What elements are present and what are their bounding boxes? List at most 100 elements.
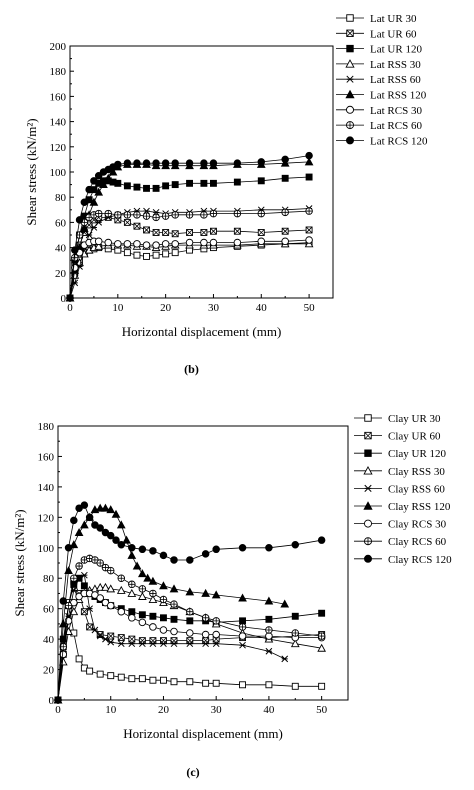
data-point [202,679,210,687]
data-point [96,524,104,532]
data-point [80,198,89,206]
data-point [171,249,179,257]
data-point [281,655,289,663]
data-point [143,252,150,260]
data-point [138,611,146,619]
x-tick-label: 30 [211,704,223,716]
chart-panel-0: 0 10 20 30 40 50 0 20 40 60 80 100 120 140 160 180 200 Ho… [24,13,428,376]
data-point [95,219,103,226]
data-point [318,682,326,690]
data-point [161,240,170,248]
legend-entry: Lat RCS 30 [370,105,422,117]
y-tick-label: 200 [50,41,67,53]
data-point [170,615,178,623]
data-point [212,679,220,687]
x-tick-label: 10 [105,704,117,716]
data-point [170,678,178,686]
data-point [81,571,88,579]
data-point [212,545,220,554]
data-point [89,197,99,206]
data-point [185,587,195,596]
x-axis-label: Horizontal displacement (mm) [123,726,283,741]
y-tick-label: 20 [55,268,67,280]
y-tick-label: 80 [55,192,67,204]
data-point [116,520,126,529]
data-point [59,597,68,605]
data-point [142,241,151,249]
series-square-cross [66,213,313,302]
data-point [123,249,131,257]
data-point [149,547,157,555]
data-point [305,151,313,160]
legend-entry: Lat RSS 120 [370,90,427,102]
data-point [281,155,289,164]
data-point [94,237,103,246]
series-circle-filled [54,501,326,704]
x-tick-label: 0 [67,302,73,314]
series-line [69,176,310,299]
data-point [265,681,273,689]
data-point [186,629,194,637]
legend-entry: Clay RSS 30 [388,466,445,478]
legend-marker [346,75,354,83]
data-point [142,159,151,167]
legend-entry: Lat RSS 60 [370,74,421,86]
data-point [133,251,141,259]
data-point [159,551,168,560]
data-point [185,159,194,167]
legend-entry: Clay RCS 30 [388,519,447,531]
legend-entry: Lat RCS 120 [370,135,428,147]
data-point [265,544,273,552]
legend-entry: Lat UR 60 [370,28,417,40]
data-point [94,187,104,196]
data-point [114,240,122,248]
data-point [114,179,122,187]
series-circle-cross [66,207,313,302]
data-point [201,630,210,639]
data-point [291,612,299,620]
data-point [149,640,157,648]
data-point [96,632,104,640]
legend-entry: Clay UR 60 [388,431,441,443]
data-point [265,647,273,655]
data-point [186,179,193,187]
data-point [139,640,146,648]
legend-entry: Clay RSS 60 [388,483,445,495]
data-point [86,667,94,675]
series-square-filled [66,173,313,302]
x-tick-label: 40 [263,704,275,716]
data-point [85,231,93,239]
legend-marker [346,44,354,53]
data-point [133,183,141,191]
legend: Lat UR 30 Lat UR 60 Lat UR 120 Lat RSS 30 La… [336,13,428,147]
data-point [106,531,115,540]
data-point [318,609,326,617]
data-point [128,675,136,683]
y-tick-label: 140 [38,482,55,494]
data-point [160,640,167,648]
y-tick-label: 160 [50,91,67,103]
series-line [69,210,310,299]
data-point [290,639,300,648]
legend-marker [364,449,372,457]
data-point [117,673,125,681]
data-point [114,160,122,169]
data-point [80,520,89,529]
data-point [69,607,79,616]
data-point [239,641,246,649]
legend-entry: Lat UR 120 [370,44,422,56]
data-point [54,696,62,704]
data-point [138,545,147,554]
data-point [238,544,247,552]
data-point [159,626,168,634]
y-tick-label: 120 [38,512,55,524]
data-point [79,224,89,233]
data-point [257,237,266,246]
y-tick-label: 100 [38,543,55,555]
data-point [112,536,120,544]
data-point [185,238,194,247]
legend-marker [346,136,355,145]
series-x-star [54,571,289,704]
legend-marker [363,466,373,475]
